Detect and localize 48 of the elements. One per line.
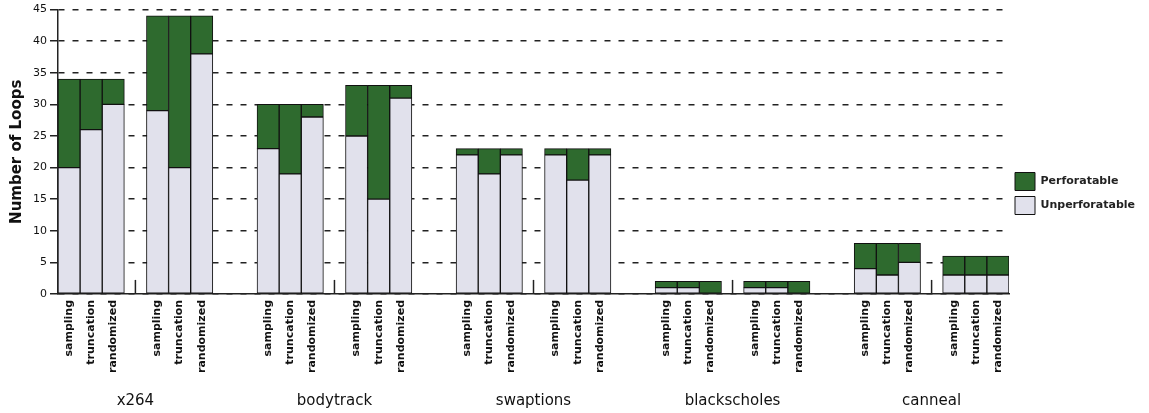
x-tick-label: truncation	[283, 299, 297, 365]
y-tick-label: 30	[33, 97, 47, 111]
x-tick-label: sampling	[61, 299, 75, 357]
text: bodytrack	[296, 391, 373, 409]
y-tick-label: 20	[33, 160, 47, 174]
y-tick-label: 10	[33, 223, 47, 237]
x-tick-label: sampling	[548, 299, 562, 357]
x-tick-label: randomized	[592, 299, 606, 374]
x-tick-label: sampling	[349, 299, 363, 357]
x-tick-label: truncation	[769, 299, 783, 365]
text: blackscholes	[684, 391, 781, 409]
x-tick-label: randomized	[902, 299, 916, 374]
text: x264	[116, 391, 155, 409]
x-tick-label: randomized	[305, 299, 319, 374]
x-tick-label: sampling	[946, 299, 960, 357]
y-tick-label: 45	[33, 2, 47, 16]
y-tick-label: 35	[33, 65, 47, 79]
x-tick-label: sampling	[460, 299, 474, 357]
x-tick-label: sampling	[260, 299, 274, 357]
x-tick-label: truncation	[482, 299, 496, 365]
y-tick-label: 5	[40, 255, 47, 269]
y-tick-label: 15	[33, 192, 47, 206]
y-tick-label: 40	[33, 34, 47, 48]
x-tick-label: sampling	[858, 299, 872, 357]
x-tick-label: truncation	[570, 299, 584, 365]
x-tick-label: truncation	[681, 299, 695, 365]
x-tick-label: truncation	[880, 299, 894, 365]
y-tick-label: 25	[33, 128, 47, 142]
x-tick-label: randomized	[194, 299, 208, 374]
x-tick-label: truncation	[172, 299, 186, 365]
text: swaptions	[495, 391, 572, 409]
legend-label: Unperforatable	[1040, 198, 1135, 212]
legend-label: Perforatable	[1040, 174, 1119, 188]
x-tick-label: randomized	[504, 299, 518, 374]
x-tick-label: sampling	[659, 299, 673, 357]
x-tick-label: randomized	[106, 299, 120, 374]
x-tick-label: truncation	[968, 299, 982, 365]
x-tick-label: randomized	[393, 299, 407, 374]
x-tick-label: truncation	[371, 299, 385, 365]
text: canneal	[902, 391, 962, 409]
x-tick-label: sampling	[150, 299, 164, 357]
x-tick-label: randomized	[990, 299, 1004, 374]
x-tick-label: randomized	[791, 299, 805, 374]
x-tick-label: randomized	[703, 299, 717, 374]
x-tick-label: sampling	[747, 299, 761, 357]
x-tick-label: truncation	[84, 299, 98, 365]
y-tick-label: 0	[40, 286, 47, 300]
y-axis-title: Number of Loops	[6, 79, 25, 224]
